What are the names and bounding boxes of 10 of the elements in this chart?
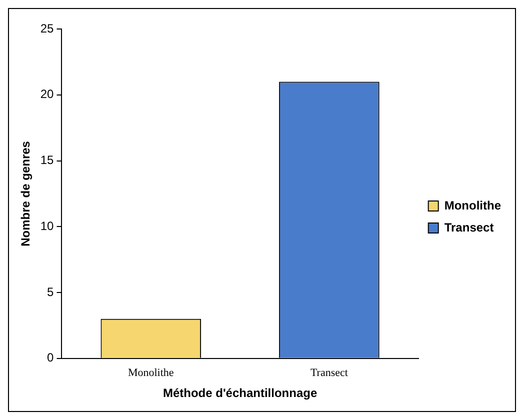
- y-tick-label: 5: [47, 284, 54, 299]
- y-tick-label: 10: [40, 218, 54, 233]
- y-axis-title: Nombre de genres: [18, 140, 33, 246]
- legend-label: Monolithe: [444, 198, 502, 212]
- y-tick-label: 0: [47, 350, 54, 365]
- y-tick-label: 25: [40, 21, 54, 36]
- y-tick-label: 15: [40, 153, 54, 168]
- y-tick-label: 20: [40, 87, 54, 102]
- x-axis-title: Méthode d'échantillonnage: [162, 386, 318, 400]
- legend-label: Transect: [444, 220, 494, 234]
